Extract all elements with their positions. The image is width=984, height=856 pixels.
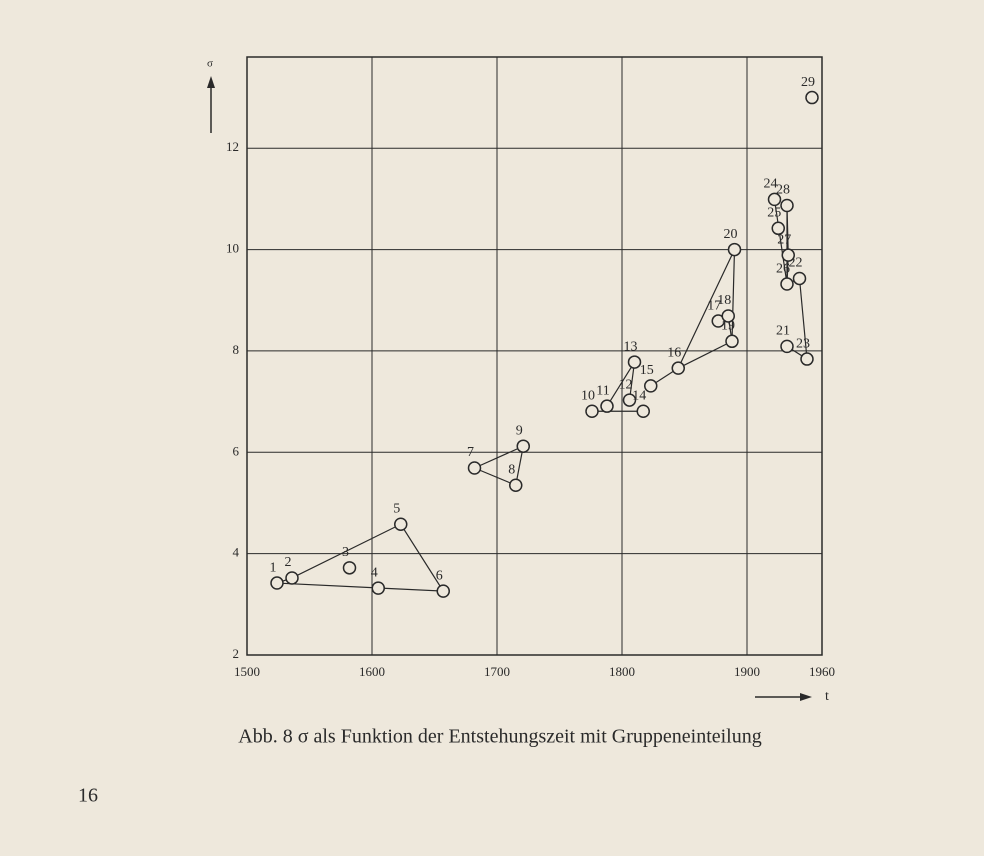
point-label: 15 bbox=[640, 363, 654, 378]
point-label: 9 bbox=[516, 423, 523, 438]
data-point bbox=[771, 221, 785, 236]
point-label: 11 bbox=[596, 383, 609, 398]
group-line bbox=[474, 445, 525, 487]
data-point bbox=[767, 192, 782, 207]
data-point bbox=[636, 404, 650, 418]
y-tick-label: 4 bbox=[233, 545, 240, 560]
data-point bbox=[585, 404, 599, 418]
point-label: 19 bbox=[721, 319, 735, 334]
data-point bbox=[725, 334, 739, 349]
point-label: 12 bbox=[619, 377, 633, 392]
point-label: 26 bbox=[776, 261, 790, 276]
data-point bbox=[467, 461, 482, 475]
data-point bbox=[780, 277, 794, 291]
y-tick-label: 2 bbox=[233, 646, 240, 661]
point-label: 29 bbox=[801, 75, 815, 90]
data-point bbox=[371, 581, 385, 595]
x-tick-label: 1900 bbox=[734, 664, 760, 679]
data-point bbox=[342, 561, 357, 575]
data-point bbox=[622, 393, 637, 407]
data-point bbox=[270, 576, 284, 590]
caption: Abb. 8 σ als Funktion der Entstehungszei… bbox=[238, 726, 762, 748]
data-point bbox=[805, 90, 819, 105]
data-point bbox=[800, 352, 814, 366]
x-tick-label: 1800 bbox=[609, 664, 635, 679]
x-axis-label: t bbox=[825, 689, 829, 704]
data-point bbox=[285, 571, 299, 585]
point-label: 18 bbox=[717, 293, 731, 308]
data-point bbox=[780, 198, 794, 213]
group-line bbox=[786, 277, 808, 361]
plot-frame bbox=[246, 56, 823, 656]
point-label: 16 bbox=[667, 345, 681, 360]
point-label: 5 bbox=[393, 501, 400, 516]
data-point bbox=[394, 517, 408, 532]
data-point bbox=[727, 242, 742, 257]
point-label: 24 bbox=[764, 177, 778, 192]
point-label: 3 bbox=[342, 545, 349, 560]
point-label: 20 bbox=[724, 227, 738, 242]
y-tick-label: 6 bbox=[233, 443, 240, 458]
point-label: 21 bbox=[776, 324, 790, 339]
data-point bbox=[600, 399, 614, 413]
point-label: 13 bbox=[624, 339, 638, 354]
point-label: 1 bbox=[270, 560, 277, 575]
x-tick-label: 1500 bbox=[234, 664, 260, 679]
data-point bbox=[436, 584, 450, 598]
point-label: 23 bbox=[796, 336, 810, 351]
data-point bbox=[509, 478, 523, 492]
point-label: 7 bbox=[467, 445, 474, 460]
point-label: 4 bbox=[371, 565, 378, 580]
data-point bbox=[721, 309, 735, 323]
point-label: 28 bbox=[776, 183, 790, 198]
point-label: 27 bbox=[777, 232, 791, 247]
data-point bbox=[671, 361, 685, 375]
x-tick-label: 1960 bbox=[809, 664, 835, 679]
data-point bbox=[644, 379, 658, 393]
point-label: 2 bbox=[285, 555, 292, 570]
page-number: 16 bbox=[78, 785, 98, 807]
data-point bbox=[780, 339, 794, 354]
y-axis-label: σ bbox=[207, 58, 213, 70]
point-label: 25 bbox=[767, 206, 781, 221]
group-line bbox=[276, 523, 445, 592]
point-label: 6 bbox=[436, 568, 443, 583]
point-label: 14 bbox=[632, 388, 646, 403]
x-arrow-head bbox=[800, 693, 812, 701]
data-point bbox=[627, 355, 642, 369]
point-label: 10 bbox=[581, 388, 595, 403]
x-tick-label: 1700 bbox=[484, 664, 510, 679]
y-tick-label: 8 bbox=[233, 342, 240, 357]
data-point bbox=[781, 248, 795, 262]
data-point bbox=[516, 439, 530, 453]
y-arrow-head bbox=[207, 76, 215, 88]
y-tick-label: 10 bbox=[226, 241, 239, 256]
y-tick-label: 12 bbox=[226, 139, 239, 154]
x-tick-label: 1600 bbox=[359, 664, 385, 679]
point-label: 8 bbox=[508, 462, 515, 477]
data-point bbox=[792, 271, 807, 286]
point-label: 17 bbox=[707, 298, 721, 313]
